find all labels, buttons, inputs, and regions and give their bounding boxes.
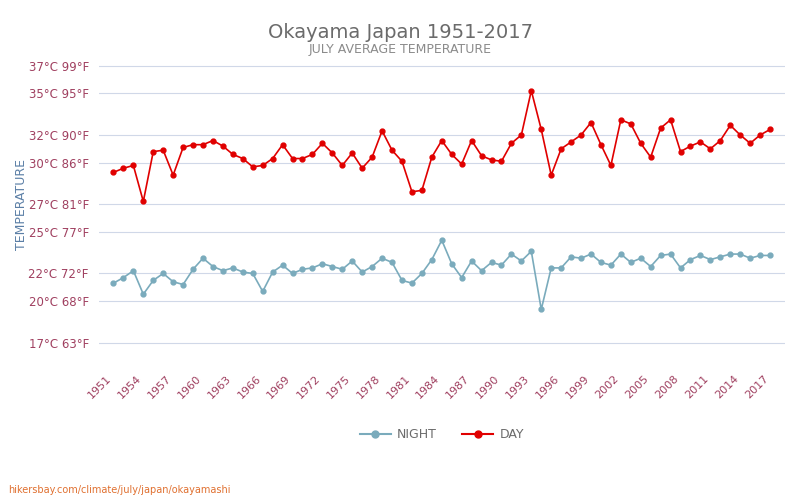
Text: Okayama Japan 1951-2017: Okayama Japan 1951-2017 xyxy=(267,22,533,42)
Y-axis label: TEMPERATURE: TEMPERATURE xyxy=(15,158,28,250)
Legend: NIGHT, DAY: NIGHT, DAY xyxy=(354,424,529,446)
Text: hikersbay.com/climate/july/japan/okayamashi: hikersbay.com/climate/july/japan/okayama… xyxy=(8,485,230,495)
Text: JULY AVERAGE TEMPERATURE: JULY AVERAGE TEMPERATURE xyxy=(309,42,491,56)
